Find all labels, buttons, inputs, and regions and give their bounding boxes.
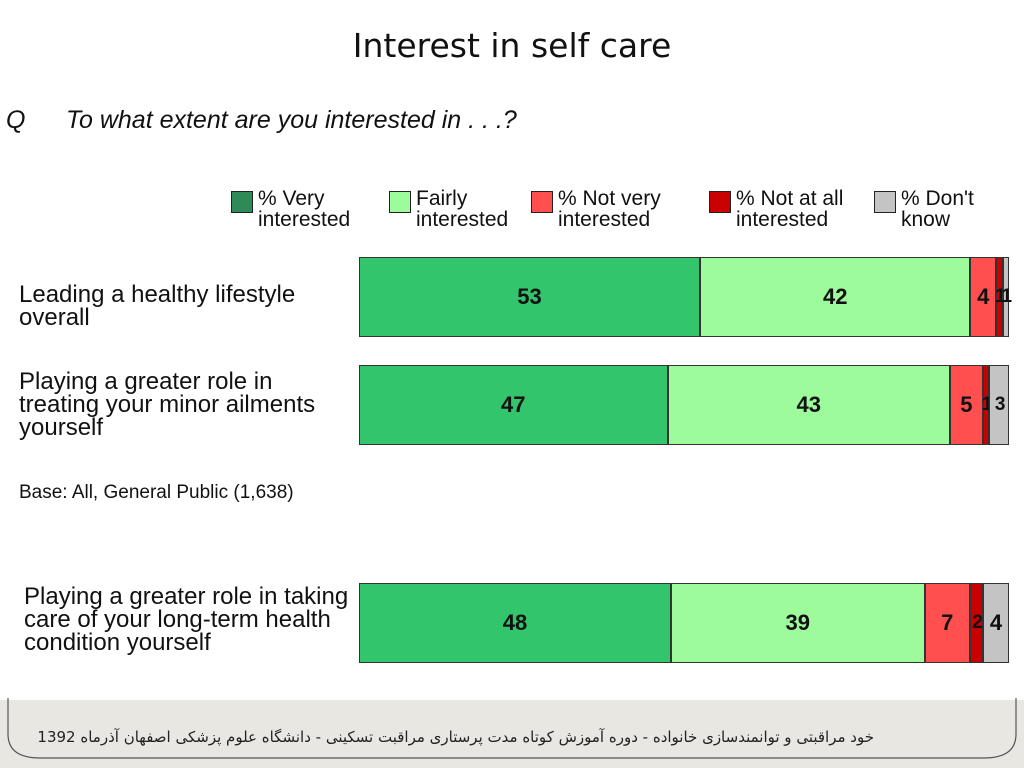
footer-text: خود مراقبتی و توانمندسازی خانواده - دوره… [37,728,874,746]
legend-label-not-at-all: % Not at all interested [736,187,844,231]
data-label: 4 [977,284,990,309]
data-label: 43 [796,392,821,417]
legend-swatch-not-very [531,191,553,213]
data-label: 1 [981,394,992,415]
chart-title: Interest in self care [352,26,672,65]
data-label: 4 [989,610,1003,635]
row-label-healthy-lifestyle: Leading a healthy lifestyle overall [19,281,296,331]
seg-not-at-all: 1 [981,365,992,445]
legend-label-dont-know: % Don't know [901,187,974,231]
seg-dont-know: 1 [1001,257,1012,337]
seg-not-at-all: 2 [970,583,983,663]
footer-frame [7,698,1017,759]
data-label: 3 [994,394,1005,415]
data-label: 7 [941,610,954,635]
question-letter: Q [6,106,26,134]
seg-fairly: 42 [700,257,971,337]
seg-very: 47 [359,365,668,445]
row-label-minor-ailments: Playing a greater role in treating your … [19,368,316,441]
legend-label-fairly: Fairly interested [416,187,509,231]
bar-row-1: 47 43 5 1 3 [359,365,1009,445]
data-label: 42 [822,284,848,309]
legend-label-very: % Very interested [258,187,351,231]
base-note: Base: All, General Public (1,638) [19,482,294,503]
legend-swatch-fairly [389,191,411,213]
bar-row-2: 48 39 7 2 4 [359,583,1009,663]
data-label: 5 [960,392,973,417]
seg-very: 48 [359,583,671,663]
data-label: 1 [995,286,1005,307]
seg-not-very: 7 [924,583,970,663]
footer-band [0,700,1024,768]
legend-swatch-very [231,191,253,213]
data-label: 2 [972,612,982,633]
row-label-long-term-condition: Playing a greater role in taking care of… [24,583,349,656]
data-label: 1 [1001,286,1011,307]
bar-row-0: 53 42 4 1 1 [359,257,1012,337]
seg-fairly: 39 [671,583,925,663]
seg-not-at-all: 1 [995,257,1006,337]
seg-dont-know: 4 [983,583,1009,663]
legend-label-not-very: % Not very interested [558,187,661,231]
data-label: 39 [785,610,810,635]
seg-fairly: 43 [667,365,950,445]
data-label: 48 [502,610,528,635]
data-label: 53 [517,284,542,309]
seg-not-very: 5 [949,365,983,445]
question-text: To what extent are you interested in . .… [66,106,517,134]
legend-swatch-not-at-all [709,191,731,213]
seg-dont-know: 3 [989,365,1009,445]
seg-not-very: 4 [970,257,997,337]
seg-very: 53 [359,257,701,337]
legend-swatch-dont-know [874,191,896,213]
data-label: 47 [501,392,526,417]
